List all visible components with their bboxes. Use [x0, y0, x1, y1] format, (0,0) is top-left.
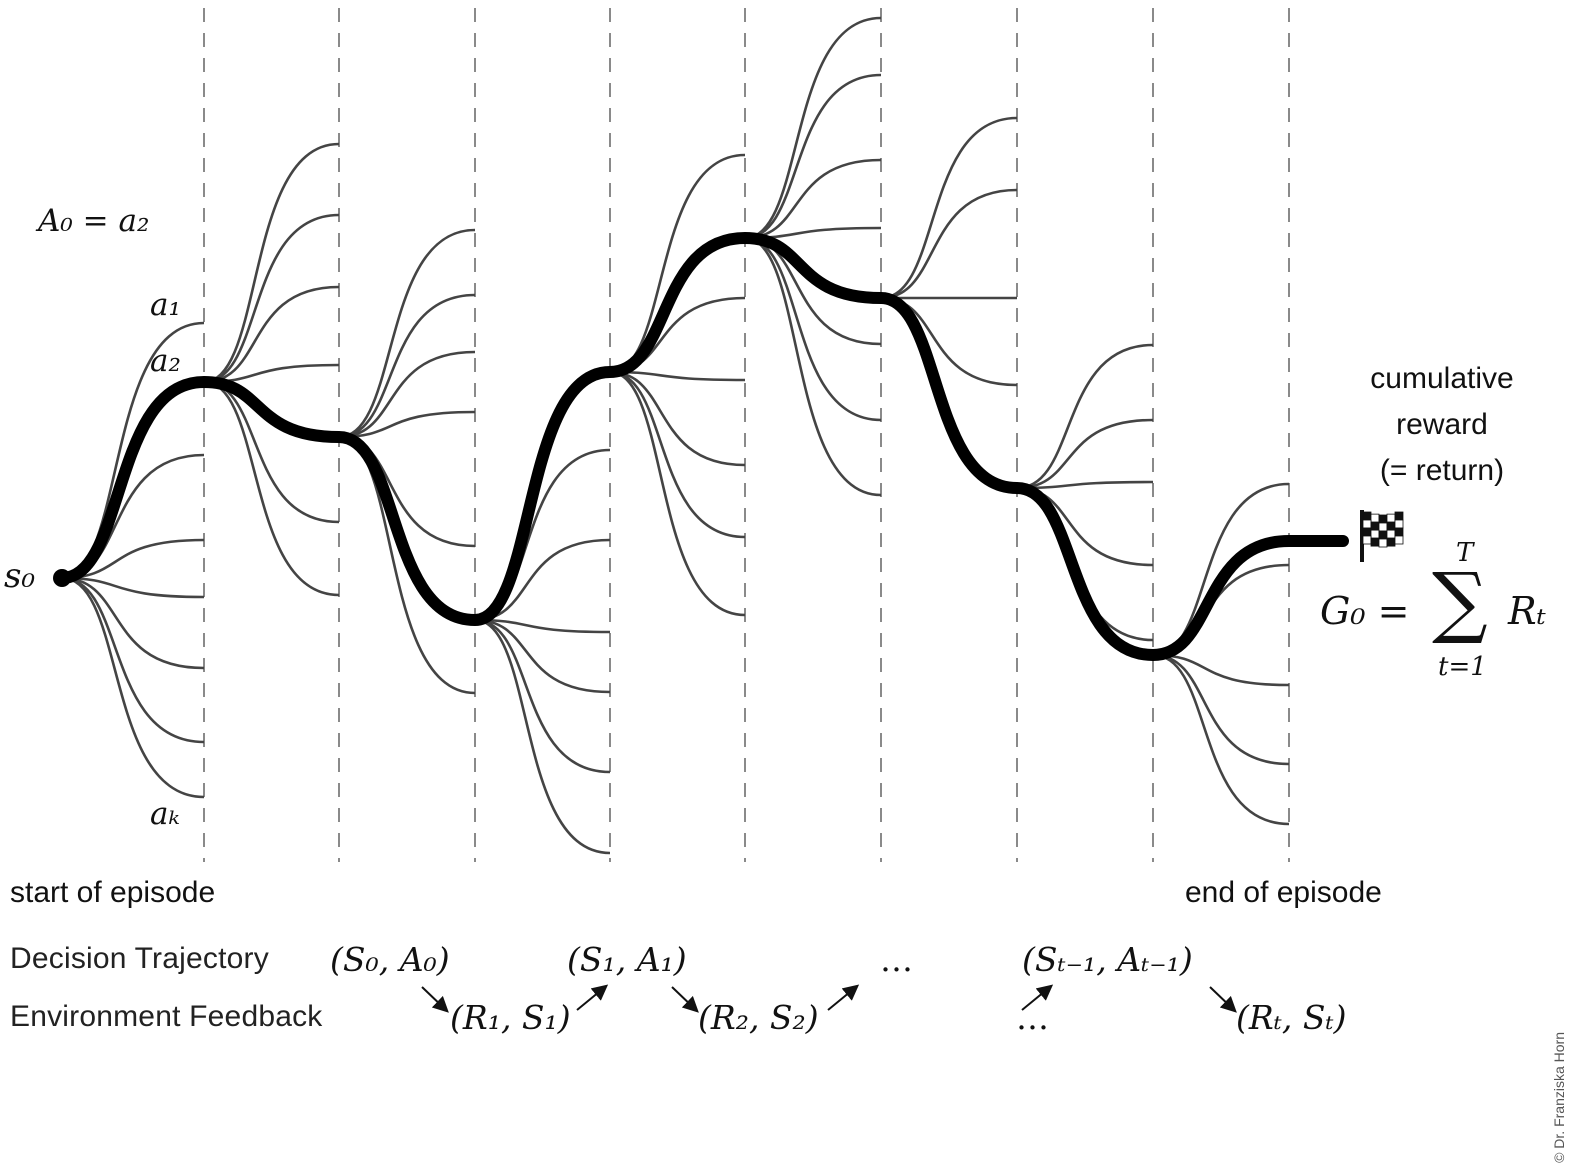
branch-2-3 — [338, 410, 476, 439]
decision-item-3: (Sₜ₋₁, Aₜ₋₁) — [1022, 940, 1193, 979]
branch-0-7 — [61, 576, 205, 799]
branch-8-3 — [1152, 653, 1290, 766]
action-label-second: a₂ — [150, 343, 181, 379]
branch-2-1 — [338, 293, 476, 439]
branch-1-1 — [203, 213, 340, 384]
branch-4-3 — [609, 370, 746, 467]
flag-cell — [1370, 529, 1380, 539]
branch-3-4 — [474, 618, 611, 774]
action-label-first: a₁ — [150, 287, 181, 323]
branch-5-6 — [744, 236, 882, 497]
flag-cell — [1370, 513, 1380, 523]
flag-cell — [1394, 511, 1404, 521]
flag-cell — [1394, 519, 1404, 529]
environment-feedback-label: Environment Feedback — [10, 1000, 323, 1033]
initial-state-dot — [53, 569, 71, 587]
flag-cell — [1362, 535, 1372, 545]
flag-cell — [1362, 527, 1372, 537]
end-of-episode-label: end of episode — [1185, 876, 1382, 909]
decision-trajectory-label: Decision Trajectory — [10, 942, 269, 975]
branch-6-1 — [880, 188, 1018, 300]
flag-cell — [1378, 538, 1388, 548]
branch-5-0 — [744, 16, 882, 240]
branch-0-6 — [61, 576, 205, 744]
branch-4-4 — [609, 370, 746, 539]
return-caption-line1: cumulative — [1370, 362, 1514, 395]
flag-cell — [1378, 530, 1388, 540]
flag-cell — [1386, 521, 1396, 531]
flag-cell — [1378, 522, 1388, 532]
flag-cell — [1370, 521, 1380, 531]
feedback-item-0: (R₁, S₁) — [450, 998, 571, 1037]
return-formula-rhs: Rₜ — [1508, 589, 1546, 633]
branch-8-4 — [1152, 653, 1290, 826]
flag-cell — [1378, 514, 1388, 524]
branch-1-6 — [203, 380, 340, 597]
branch-7-0 — [1016, 343, 1154, 490]
flag-cell — [1394, 527, 1404, 537]
decision-item-2: … — [880, 940, 913, 979]
branch-4-5 — [609, 370, 746, 617]
start-of-episode-label: start of episode — [10, 876, 216, 909]
feedback-arrow-3 — [827, 984, 860, 1011]
feedback-arrows — [421, 984, 1237, 1013]
feedback-item-2: … — [1016, 998, 1049, 1037]
trajectory-tree-svg — [53, 8, 1404, 1013]
decision-item-0: (S₀, A₀) — [330, 940, 450, 979]
finish-flag-icon — [1360, 510, 1404, 562]
branch-1-0 — [203, 142, 340, 384]
branch-3-5 — [474, 618, 611, 855]
flag-cell — [1386, 537, 1396, 547]
sampled-trajectory — [56, 232, 1349, 661]
return-sum-upper: T — [1456, 538, 1474, 568]
decision-item-1: (S₁, A₁) — [567, 940, 687, 979]
return-formula-lhs: G₀ = — [1320, 589, 1410, 633]
flag-cell — [1386, 529, 1396, 539]
return-sum-lower: t=1 — [1438, 652, 1487, 682]
branch-0-4 — [61, 576, 205, 599]
branch-0-5 — [61, 576, 205, 670]
flag-cell — [1386, 513, 1396, 523]
initial-state-label: s₀ — [4, 556, 36, 596]
branch-7-1 — [1016, 418, 1154, 490]
feedback-arrow-2 — [671, 986, 699, 1013]
branch-3-2 — [474, 618, 611, 634]
return-caption-line2: reward — [1396, 408, 1488, 441]
feedback-item-1: (R₂, S₂) — [698, 998, 819, 1037]
return-caption-line3: (= return) — [1379, 454, 1505, 487]
branch-0-1 — [61, 378, 205, 580]
flag-cell — [1362, 511, 1372, 521]
branch-6-0 — [880, 116, 1018, 300]
branch-0-2 — [61, 453, 205, 580]
feedback-item-3: (Rₜ, Sₜ) — [1236, 998, 1347, 1037]
branch-1-5 — [203, 380, 340, 524]
flag-cell — [1370, 537, 1380, 547]
branch-5-5 — [744, 236, 882, 422]
feedback-arrow-4 — [1021, 984, 1054, 1011]
action-branches — [61, 16, 1290, 855]
branch-1-2 — [203, 285, 340, 384]
branch-2-0 — [338, 228, 476, 439]
branch-5-1 — [744, 73, 882, 240]
branch-8-0 — [1152, 482, 1290, 657]
branch-3-3 — [474, 618, 611, 694]
diagram-stage: s₀ A₀ = a₂ a₁ a₂ aₖ cumulative reward (=… — [4, 8, 1567, 1163]
branch-2-2 — [338, 350, 476, 439]
branch-4-0 — [609, 153, 746, 374]
chosen-action-label: A₀ = a₂ — [38, 203, 150, 239]
return-sum-symbol: ∑ — [1432, 557, 1488, 647]
flag-cell — [1362, 519, 1372, 529]
flag-cell — [1394, 535, 1404, 545]
feedback-arrow-0 — [421, 986, 449, 1013]
feedback-arrow-5 — [1209, 986, 1237, 1013]
feedback-arrow-1 — [576, 984, 609, 1011]
action-label-last: aₖ — [150, 796, 180, 832]
